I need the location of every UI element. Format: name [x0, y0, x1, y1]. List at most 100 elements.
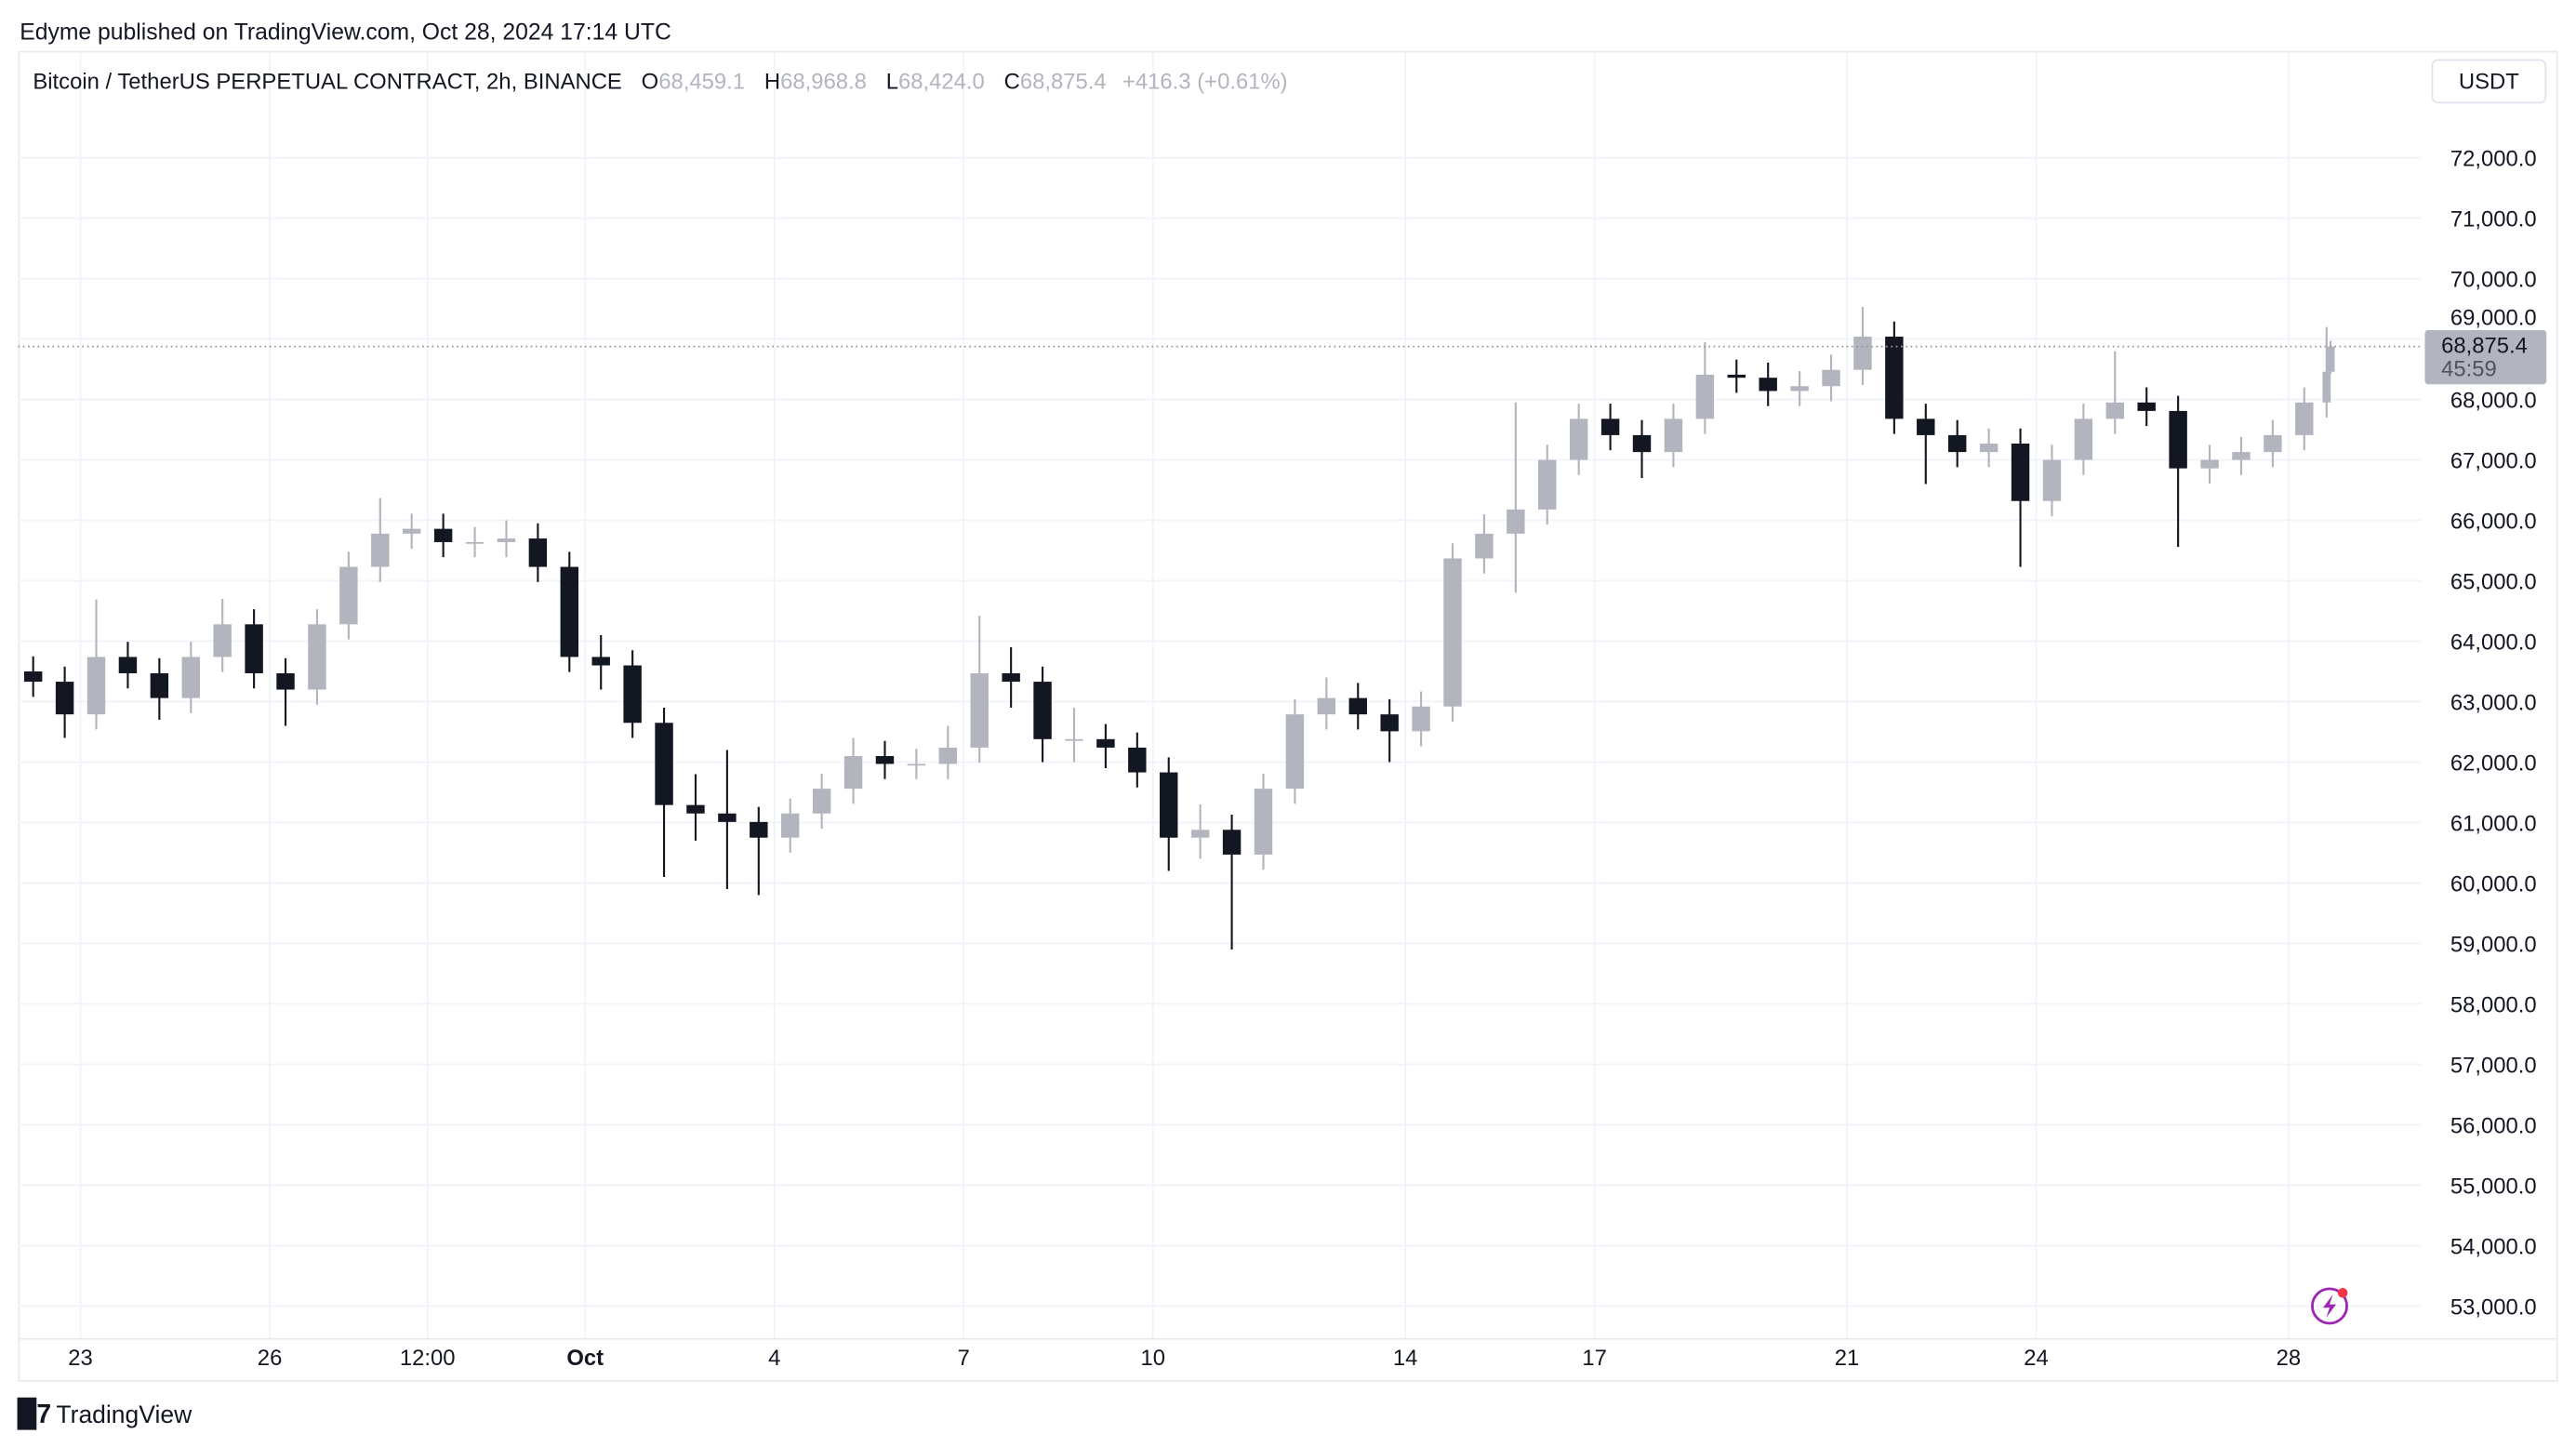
candle [1917, 404, 1935, 485]
candle-body [2011, 444, 2030, 501]
candle-body [2326, 346, 2335, 372]
candle-body [1569, 418, 1588, 460]
candle-body [2232, 452, 2251, 460]
candle-body [2137, 402, 2156, 411]
candle-body [276, 672, 295, 690]
candle [1507, 402, 1525, 593]
candle [1600, 404, 1620, 451]
candle-body [1538, 459, 1557, 510]
candle [1885, 321, 1904, 434]
candle [55, 666, 74, 738]
candle [1160, 757, 1178, 871]
symbol-title[interactable]: Bitcoin / TetherUS PERPETUAL CONTRACT, 2… [33, 69, 622, 94]
candle-body [970, 672, 989, 748]
lightning-icon[interactable] [2311, 1287, 2348, 1325]
candle [655, 708, 673, 878]
candle-body [2169, 410, 2187, 469]
candles [23, 307, 2335, 949]
candle-body [150, 672, 169, 698]
candle [118, 642, 138, 689]
candle [812, 773, 831, 830]
candle [718, 750, 737, 890]
published-caption: Edyme published on TradingView.com, Oct … [20, 18, 671, 45]
candle [2200, 445, 2219, 484]
candle-body [875, 756, 895, 764]
candle [1285, 698, 1305, 804]
price-tick-label: 61,000.0 [2450, 811, 2537, 836]
ohlc-legend: Bitcoin / TetherUS PERPETUAL CONTRACT, 2… [33, 69, 1287, 93]
candle [433, 513, 453, 558]
candle-body [1885, 336, 1904, 419]
chart-frame [18, 50, 2558, 1382]
candle [1096, 724, 1115, 769]
currency-button[interactable]: USDT [2431, 59, 2547, 104]
candle [402, 513, 421, 550]
candle-body [402, 528, 421, 534]
candle [1569, 404, 1588, 475]
candle [2264, 419, 2282, 468]
price-tick-label: 65,000.0 [2450, 569, 2537, 594]
candle [2074, 404, 2093, 475]
time-tick-label: 23 [68, 1346, 93, 1371]
time-tick-label: 24 [2024, 1346, 2049, 1371]
footer-brand[interactable]: ▉7 TradingView [18, 1398, 192, 1430]
candle [843, 737, 863, 804]
candle [308, 609, 326, 705]
candle-body [2074, 418, 2093, 460]
candle [371, 498, 390, 582]
candle-body [1317, 697, 1336, 715]
candle [907, 749, 926, 779]
candle [1254, 773, 1273, 870]
candle-body [339, 566, 358, 625]
candle [1033, 666, 1052, 763]
candle-body [2322, 371, 2331, 403]
candle-body [1285, 714, 1305, 790]
candle [2169, 395, 2187, 548]
candle-body [1160, 772, 1178, 838]
price-tick-label: 71,000.0 [2450, 206, 2537, 232]
time-tick-label: 28 [2277, 1346, 2302, 1371]
candle-body [1222, 830, 1242, 855]
candle [23, 656, 43, 697]
open-label: O [641, 69, 659, 94]
candle [150, 657, 169, 721]
candle [2232, 436, 2251, 475]
candle-body [1632, 434, 1652, 453]
candle-body [1790, 386, 1809, 392]
candle-body [86, 657, 106, 715]
candle-body [1507, 509, 1525, 534]
candle-body [812, 789, 831, 814]
candle-body [1065, 738, 1083, 741]
candle [1317, 677, 1336, 730]
time-tick-label: 17 [1582, 1346, 1607, 1371]
candle-body [1190, 830, 1210, 838]
candle-body [1664, 418, 1683, 453]
candle-body [118, 657, 138, 673]
candle [213, 599, 232, 672]
candle-body [938, 747, 958, 764]
candle [245, 609, 263, 689]
price-tick-label: 63,000.0 [2450, 690, 2537, 715]
tradingview-logo-icon: ▉7 [18, 1401, 51, 1429]
low-label: L [885, 69, 898, 94]
price-tick-label: 53,000.0 [2450, 1294, 2537, 1320]
price-tick-label: 64,000.0 [2450, 630, 2537, 655]
open-value: 68,459.1 [658, 69, 746, 94]
candle [1412, 691, 1430, 747]
candle-body [655, 723, 673, 805]
candle [875, 740, 895, 779]
candle-body [308, 624, 326, 690]
price-tick-label: 55,000.0 [2450, 1174, 2537, 1199]
candle [1190, 804, 1210, 859]
bar-countdown: 45:59 [2441, 356, 2497, 381]
candle-body [623, 665, 642, 724]
candle-body [1033, 682, 1052, 739]
price-tick-label: 62,000.0 [2450, 750, 2537, 776]
candle-body [1947, 434, 1967, 453]
candle [2105, 351, 2125, 434]
time-axis: 23 26 12:00 Oct 4 7 10 14 17 21 24 28 [68, 1346, 2301, 1371]
candle [2011, 428, 2030, 567]
candle-body [2042, 459, 2062, 501]
candle [1632, 419, 1652, 479]
